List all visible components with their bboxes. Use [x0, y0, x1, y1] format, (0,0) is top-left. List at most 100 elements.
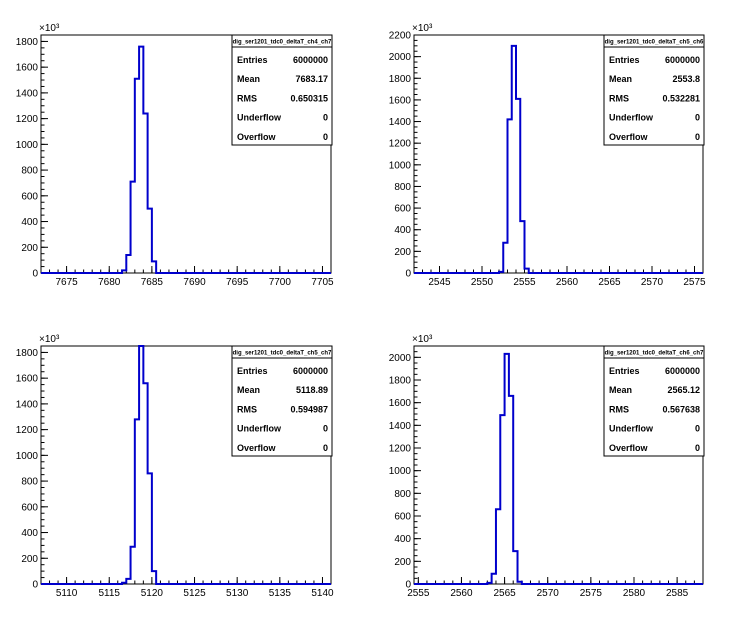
y-tick-label: 1400 — [389, 117, 412, 128]
stats-value: 0 — [323, 113, 328, 123]
stats-label: Underflow — [609, 424, 654, 434]
x-tick-label: 2580 — [623, 588, 646, 599]
stats-label: Mean — [237, 74, 260, 84]
stats-label: Entries — [609, 366, 640, 376]
stats-box — [603, 34, 705, 146]
x-tick-label: 2570 — [641, 277, 664, 288]
y-tick-label: 1200 — [16, 114, 39, 125]
y-tick-label: 400 — [394, 534, 411, 545]
stats-label: Underflow — [609, 113, 654, 123]
y-multiplier-label: ×10³ — [39, 334, 60, 345]
histogram-line — [41, 45, 331, 274]
y-tick-label: 1200 — [389, 139, 412, 150]
y-tick-label: 1600 — [389, 95, 412, 106]
y-tick-label: 400 — [394, 225, 411, 236]
stats-value: 0 — [695, 443, 700, 453]
x-tick-label: 7685 — [141, 277, 164, 288]
stats-title: dig_ser1201_tdc0_deltaT_ch5_ch6 — [605, 40, 704, 46]
y-tick-label: 1800 — [16, 37, 39, 48]
stats-value: 6000000 — [665, 55, 700, 65]
histogram-line — [414, 352, 703, 585]
y-tick-label: 1200 — [389, 444, 412, 455]
y-tick-label: 1600 — [389, 398, 412, 409]
x-tick-label: 5130 — [226, 588, 249, 599]
y-tick-label: 200 — [394, 247, 411, 258]
stats-box — [603, 345, 705, 457]
y-tick-label: 800 — [394, 182, 411, 193]
y-tick-label: 1000 — [16, 451, 39, 462]
stats-value: 0.650315 — [290, 93, 328, 103]
stats-value: 6000000 — [665, 366, 700, 376]
y-tick-label: 200 — [21, 243, 38, 254]
y-tick-label: 1000 — [389, 466, 412, 477]
histogram-pad-2: 0 200 400 600 800 1000 1200 1400 1600 1800 2000 220… — [389, 23, 706, 288]
x-tick-label: 5135 — [269, 588, 292, 599]
stats-value: 0.567638 — [662, 404, 700, 414]
stats-label: RMS — [237, 404, 257, 414]
x-tick-label: 5120 — [141, 588, 164, 599]
y-tick-label: 1800 — [16, 348, 39, 359]
y-tick-label: 1800 — [389, 376, 412, 387]
x-tick-label: 2550 — [471, 277, 494, 288]
x-tick-label: 2565 — [598, 277, 621, 288]
stats-title: dig_ser1201_tdc0_deltaT_ch5_ch7 — [233, 351, 332, 357]
x-tick-label: 7675 — [55, 277, 78, 288]
x-tick-label: 7700 — [269, 277, 292, 288]
stats-value: 0 — [695, 132, 700, 142]
histogram-pad-4: 0 200 400 600 800 1000 1200 1400 1600 1800 2000×10… — [389, 334, 705, 599]
y-tick-label: 2000 — [389, 353, 412, 364]
x-tick-label: 5140 — [311, 588, 334, 599]
stats-value: 0.594987 — [290, 404, 328, 414]
y-tick-label: 0 — [32, 580, 38, 591]
y-tick-label: 400 — [21, 528, 38, 539]
stats-label: Mean — [609, 385, 632, 395]
y-tick-label: 1000 — [389, 160, 412, 171]
stats-label: Underflow — [237, 424, 282, 434]
stats-box — [231, 345, 333, 457]
y-tick-label: 600 — [21, 502, 38, 513]
y-tick-label: 1400 — [16, 88, 39, 99]
x-tick-label: 2575 — [580, 588, 603, 599]
x-tick-label: 2585 — [666, 588, 689, 599]
stats-title: dig_ser1201_tdc0_deltaT_ch4_ch7 — [233, 40, 332, 46]
y-multiplier-label: ×10³ — [39, 23, 60, 34]
y-tick-label: 2000 — [389, 52, 412, 63]
x-tick-label: 5125 — [183, 588, 206, 599]
y-tick-label: 1000 — [16, 140, 39, 151]
stats-label: Mean — [609, 74, 632, 84]
y-tick-label: 2200 — [389, 31, 412, 42]
x-tick-label: 2565 — [493, 588, 516, 599]
y-tick-label: 200 — [394, 557, 411, 568]
x-tick-label: 2575 — [683, 277, 706, 288]
stats-box — [231, 34, 333, 146]
stats-label: Mean — [237, 385, 260, 395]
histogram-line — [414, 44, 703, 274]
x-tick-label: 2560 — [556, 277, 579, 288]
stats-label: Entries — [609, 55, 640, 65]
y-tick-label: 600 — [394, 204, 411, 215]
histogram-pad-3: 0 200 400 600 800 1000 1200 1400 1600 1800×10³ 511… — [16, 334, 334, 599]
stats-label: RMS — [609, 404, 629, 414]
stats-value: 2553.8 — [672, 74, 700, 84]
stats-label: Overflow — [609, 443, 649, 453]
stats-label: Overflow — [237, 443, 277, 453]
x-tick-label: 2570 — [537, 588, 560, 599]
x-tick-label: 2560 — [450, 588, 473, 599]
x-tick-label: 2545 — [428, 277, 451, 288]
x-tick-label: 2555 — [407, 588, 430, 599]
y-tick-label: 0 — [405, 580, 411, 591]
stats-label: Overflow — [237, 132, 277, 142]
histogram-pad-1: 0 200 400 600 800 1000 1200 1400 1600 1800×10³ 767… — [16, 23, 334, 288]
y-multiplier-label: ×10³ — [412, 23, 433, 34]
stats-value: 0 — [695, 424, 700, 434]
stats-value: 6000000 — [293, 366, 328, 376]
stats-label: Entries — [237, 366, 268, 376]
y-tick-label: 0 — [405, 269, 411, 280]
histogram-line — [41, 345, 331, 585]
x-tick-label: 5115 — [98, 588, 120, 599]
y-tick-label: 800 — [394, 489, 411, 500]
stats-value: 0.532281 — [662, 93, 700, 103]
x-tick-label: 7680 — [98, 277, 121, 288]
y-multiplier-label: ×10³ — [412, 334, 433, 345]
